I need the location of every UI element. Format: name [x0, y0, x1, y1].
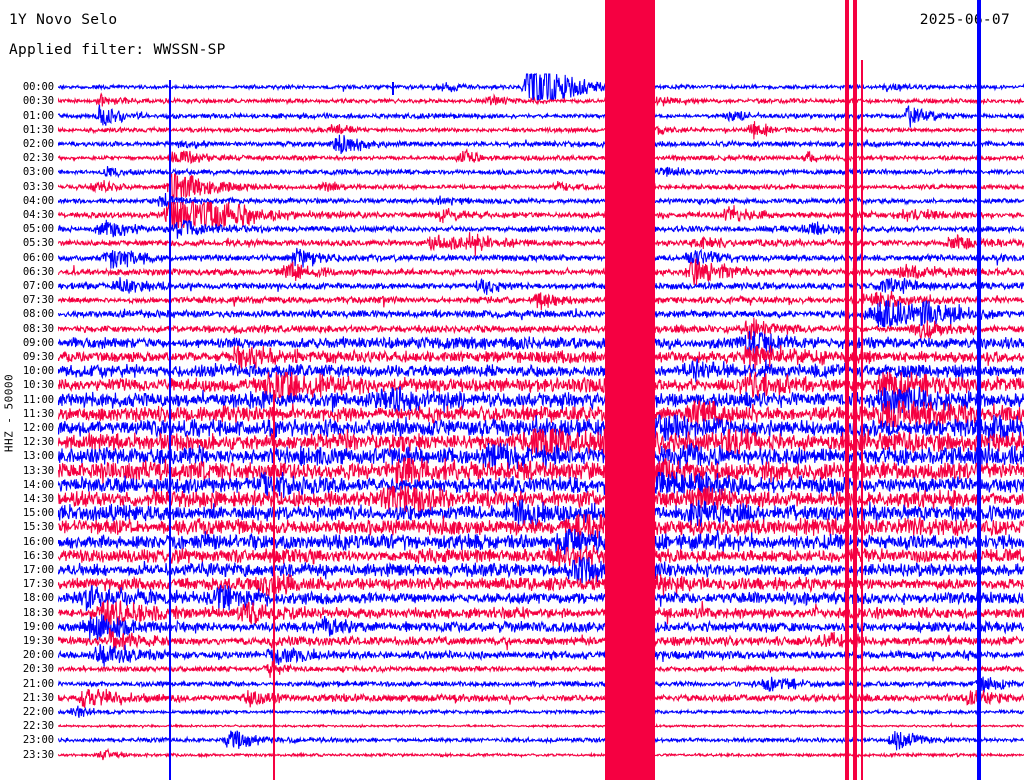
time-tick-label: 11:00: [22, 393, 54, 406]
helicorder-plot: [58, 0, 1024, 780]
seismogram-trace: [58, 330, 1024, 356]
time-tick-label: 23:30: [22, 748, 54, 761]
clipped-event-spike: [977, 0, 981, 780]
time-tick-label: 09:30: [22, 350, 54, 363]
time-tick-label: 08:00: [22, 307, 54, 320]
time-tick-label: 21:00: [22, 677, 54, 690]
clipped-event-spike: [169, 80, 171, 780]
seismogram-trace: [58, 627, 1024, 651]
time-tick-label: 01:00: [22, 109, 54, 122]
time-tick-label: 20:30: [22, 662, 54, 675]
time-tick-label: 04:00: [22, 194, 54, 207]
seismogram-trace: [58, 219, 1024, 239]
seismogram-trace: [58, 676, 1024, 693]
time-tick-label: 03:00: [22, 165, 54, 178]
seismogram-trace: [58, 722, 1024, 730]
time-tick-label: 22:30: [22, 719, 54, 732]
seismogram-trace: [58, 584, 1024, 612]
seismogram-trace: [58, 72, 1024, 101]
seismogram-trace: [58, 166, 1024, 179]
clipped-event-spike: [651, 0, 655, 780]
clipped-event-spike: [392, 82, 394, 95]
time-tick-label: 15:00: [22, 506, 54, 519]
seismogram-trace: [58, 571, 1024, 597]
time-tick-label: 10:00: [22, 364, 54, 377]
time-tick-label: 13:30: [22, 464, 54, 477]
seismogram-trace: [58, 104, 1024, 128]
seismogram-trace: [58, 277, 1024, 295]
seismogram-trace: [58, 201, 1024, 229]
seismogram-trace: [58, 257, 1024, 286]
time-tick-label: 10:30: [22, 378, 54, 391]
seismogram-trace: [58, 661, 1024, 678]
seismogram-trace: [58, 730, 1024, 751]
time-tick-label: 14:00: [22, 478, 54, 491]
seismogram-trace: [58, 688, 1024, 708]
time-tick-label: 12:30: [22, 435, 54, 448]
time-tick-label: 05:00: [22, 222, 54, 235]
time-tick-label: 16:00: [22, 535, 54, 548]
time-tick-label: 12:00: [22, 421, 54, 434]
seismogram-trace: [58, 705, 1024, 718]
time-tick-label: 07:30: [22, 293, 54, 306]
seismogram-trace: [58, 247, 1024, 269]
page-title: 1Y Novo Selo: [9, 12, 118, 28]
seismogram-trace: [58, 528, 1024, 555]
clipped-event-spike: [273, 390, 275, 780]
time-tick-label: 09:00: [22, 336, 54, 349]
time-tick-label: 17:30: [22, 577, 54, 590]
seismogram-trace: [58, 121, 1024, 140]
time-tick-label: 06:00: [22, 251, 54, 264]
time-tick-label: 23:00: [22, 733, 54, 746]
time-tick-label: 01:30: [22, 123, 54, 136]
seismogram-trace: [58, 747, 1024, 761]
time-tick-label: 02:30: [22, 151, 54, 164]
seismogram-canvas: [58, 0, 1024, 780]
seismogram-trace: [58, 173, 1024, 201]
seismogram-trace: [58, 614, 1024, 641]
clipped-event-spike: [634, 0, 636, 780]
time-tick-label: 11:30: [22, 407, 54, 420]
time-tick-label: 19:30: [22, 634, 54, 647]
time-tick-label: 20:00: [22, 648, 54, 661]
time-tick-label: 06:30: [22, 265, 54, 278]
time-tick-label: 05:30: [22, 236, 54, 249]
time-tick-label: 02:00: [22, 137, 54, 150]
clipped-event-spike: [643, 0, 646, 780]
seismogram-trace: [58, 599, 1024, 627]
seismogram-trace: [58, 290, 1024, 311]
time-tick-label: 07:00: [22, 279, 54, 292]
time-tick-label: 00:30: [22, 94, 54, 107]
time-tick-label: 18:30: [22, 606, 54, 619]
time-tick-label: 08:30: [22, 322, 54, 335]
time-tick-label: 03:30: [22, 180, 54, 193]
time-tick-label: 16:30: [22, 549, 54, 562]
time-tick-label: 14:30: [22, 492, 54, 505]
seismogram-trace: [58, 643, 1024, 668]
clipped-event-spike: [853, 0, 857, 780]
time-tick-label: 18:00: [22, 591, 54, 604]
seismogram-trace: [58, 148, 1024, 165]
seismogram-trace: [58, 134, 1024, 155]
time-tick-label: 21:30: [22, 691, 54, 704]
time-axis-ticks: 00:00 00:30 01:00 01:30 02:00 02:30 03:00 03:30…: [0, 0, 58, 780]
record-date: 2025-06-07: [919, 12, 1010, 28]
seismogram-trace: [58, 345, 1024, 371]
clipped-event-spike: [845, 0, 849, 780]
time-tick-label: 19:00: [22, 620, 54, 633]
time-tick-label: 22:00: [22, 705, 54, 718]
clipped-event-spike: [861, 60, 863, 780]
clipped-event-spike: [625, 0, 628, 780]
time-tick-label: 04:30: [22, 208, 54, 221]
applied-filter-label: Applied filter: WWSSN-SP: [9, 42, 226, 58]
time-tick-label: 00:00: [22, 80, 54, 93]
time-tick-label: 13:00: [22, 449, 54, 462]
time-tick-label: 15:30: [22, 520, 54, 533]
time-tick-label: 17:00: [22, 563, 54, 576]
seismogram-trace: [58, 232, 1024, 257]
